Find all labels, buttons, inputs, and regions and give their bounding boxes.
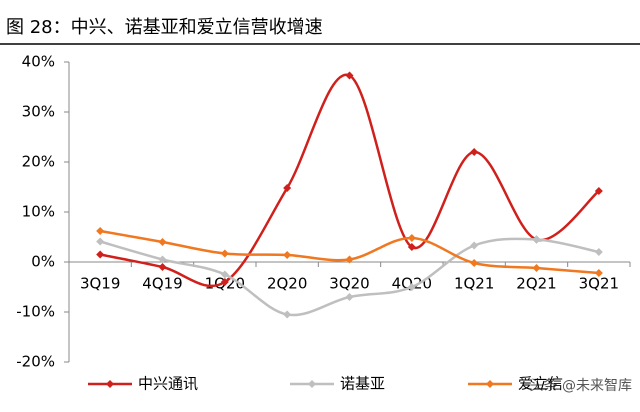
point-marker	[158, 238, 167, 246]
y-tick-label: -10%	[16, 303, 55, 321]
point-marker	[594, 269, 603, 277]
y-tick-label: 20%	[22, 153, 55, 171]
legend-marker	[486, 380, 494, 388]
legend-label: 中兴通讯	[138, 375, 198, 393]
point-marker	[594, 248, 603, 256]
point-marker	[594, 187, 603, 195]
point-marker	[158, 263, 167, 271]
legend-marker	[106, 380, 114, 388]
point-marker	[407, 243, 416, 251]
point-marker	[283, 251, 292, 259]
legend-marker	[308, 380, 316, 388]
x-tick-label: 4Q19	[142, 275, 182, 293]
y-tick-label: 40%	[22, 53, 55, 71]
x-tick-label: 3Q20	[329, 275, 369, 293]
point-marker	[345, 293, 354, 301]
point-marker	[220, 249, 229, 258]
point-marker	[345, 71, 354, 80]
point-marker	[220, 278, 229, 286]
point-marker	[96, 250, 105, 259]
point-marker	[283, 310, 292, 319]
y-tick-label: 30%	[22, 103, 55, 121]
point-marker	[470, 148, 479, 156]
series-line	[99, 229, 599, 275]
chart-title: 图 28：中兴、诺基亚和爱立信营收增速	[6, 17, 323, 38]
point-marker	[96, 227, 105, 235]
series-line	[99, 73, 600, 288]
x-tick-label: 3Q21	[579, 275, 619, 293]
legend-label: 爱立信	[518, 375, 563, 393]
y-tick-label: 0%	[31, 253, 55, 271]
point-marker	[96, 237, 105, 246]
point-marker	[532, 264, 541, 272]
x-tick-label: 2Q20	[267, 275, 307, 293]
y-tick-label: 10%	[22, 203, 55, 221]
point-marker	[283, 184, 292, 192]
point-marker	[345, 255, 354, 264]
point-marker	[407, 234, 416, 242]
point-marker	[470, 259, 479, 267]
x-tick-label: 1Q21	[454, 275, 494, 293]
x-tick-label: 2Q21	[516, 275, 556, 293]
y-tick-label: -20%	[16, 353, 55, 371]
point-marker	[532, 235, 541, 244]
point-marker	[158, 255, 167, 264]
x-tick-label: 3Q19	[80, 275, 120, 293]
watermark: 头条 @未来智库	[530, 377, 632, 394]
point-marker	[407, 283, 416, 291]
point-marker	[220, 270, 229, 279]
legend-label: 诺基亚	[340, 375, 385, 393]
point-marker	[470, 241, 479, 250]
